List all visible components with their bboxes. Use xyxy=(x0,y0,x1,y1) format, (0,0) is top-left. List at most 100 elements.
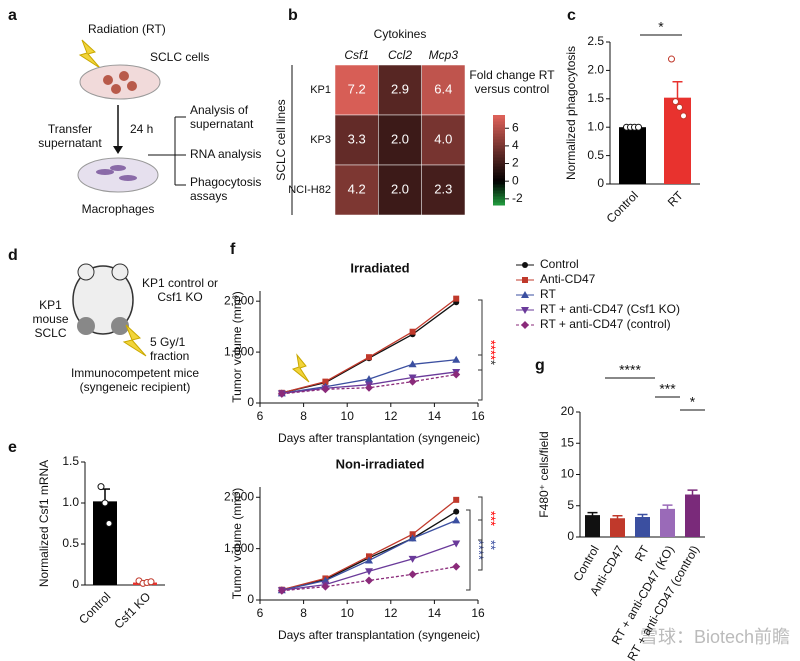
colorbar-step xyxy=(493,124,505,128)
y-tick-label: 1.5 xyxy=(587,91,604,105)
significance: *** xyxy=(659,381,676,397)
colorbar-step xyxy=(493,142,505,146)
colorbar-step xyxy=(493,184,505,188)
heat-cell xyxy=(378,114,422,166)
legend-label: Control xyxy=(540,257,579,271)
label: Phagocytosis assays xyxy=(190,175,262,203)
significance: **** xyxy=(472,540,487,560)
colorbar-step xyxy=(493,160,505,164)
marker xyxy=(521,321,529,329)
marker xyxy=(453,508,460,515)
colorbar-step xyxy=(493,133,505,137)
y-tick-label: 0 xyxy=(247,592,254,606)
x-tick-label: 8 xyxy=(300,606,307,620)
significance: *** xyxy=(484,511,499,526)
y-tick-label: 1.0 xyxy=(62,495,79,509)
cell-label: 3.3 xyxy=(348,131,366,146)
label: Immunocompetent mice (syngeneic recipien… xyxy=(70,366,200,394)
marker xyxy=(521,291,529,298)
significance-bracket xyxy=(478,354,483,371)
colorbar-step xyxy=(493,169,505,173)
legend-label: RT + anti-CD47 (Csf1 KO) xyxy=(540,302,680,316)
data-point xyxy=(672,98,679,106)
cell-label: 2.0 xyxy=(391,181,409,196)
label: KP1 control or Csf1 KO xyxy=(141,276,219,304)
lightning xyxy=(122,324,147,357)
significance-bracket xyxy=(466,509,471,591)
label: Macrophages xyxy=(82,202,155,216)
bar xyxy=(660,508,675,537)
cell-label: 2.9 xyxy=(391,81,409,96)
significance-bracket xyxy=(478,299,483,401)
mouse xyxy=(72,265,134,335)
column-label: Mcp3 xyxy=(429,48,459,62)
y-tick-label: 1,000 xyxy=(224,344,254,358)
bar xyxy=(610,518,625,537)
colorbar-step xyxy=(493,115,505,119)
y-axis-label: SCLC cell lines xyxy=(274,99,288,180)
cell-label: 4.2 xyxy=(348,181,366,196)
label: RNA analysis xyxy=(190,147,261,161)
marker xyxy=(452,370,461,379)
x-tick-label: 14 xyxy=(428,409,442,423)
significance: * xyxy=(484,360,499,365)
colorbar-step xyxy=(493,157,505,161)
heat-cell xyxy=(378,64,422,116)
macrophage xyxy=(96,169,114,175)
colorbar-step xyxy=(493,130,505,134)
colorbar-tick-label: 0 xyxy=(512,173,519,187)
heat-cell xyxy=(421,164,466,216)
tumor xyxy=(111,317,129,335)
marker xyxy=(409,328,416,335)
marker xyxy=(409,531,416,538)
cell-label: 2.0 xyxy=(391,131,409,146)
y-axis-label: Normalized phagocytosis xyxy=(564,46,578,180)
marker xyxy=(365,576,373,585)
x-tick-label: 12 xyxy=(384,606,398,620)
heat-cell xyxy=(421,64,466,116)
heat-cell xyxy=(334,114,379,166)
marker xyxy=(408,555,417,563)
chart-title: Non-irradiated xyxy=(336,456,425,471)
data-point xyxy=(97,483,105,491)
x-tick-label: Csf1 KO xyxy=(111,589,153,631)
marker xyxy=(453,496,460,503)
dish xyxy=(79,64,161,100)
y-tick-label: 2.0 xyxy=(587,63,604,77)
marker xyxy=(408,377,417,386)
legend-label: RT + anti-CD47 (control) xyxy=(540,317,671,331)
colorbar-step xyxy=(493,175,505,179)
panel-label: c xyxy=(567,7,576,24)
colorbar-step xyxy=(493,154,505,158)
marker xyxy=(322,378,329,385)
y-tick-label: 0.5 xyxy=(587,148,604,162)
lightning xyxy=(78,39,101,69)
colorbar-tick-label: -2 xyxy=(512,191,523,205)
panel-label: g xyxy=(535,357,545,374)
marker xyxy=(277,389,286,398)
x-axis-label: Days after transplantation (syngeneic) xyxy=(278,628,480,642)
x-tick-label: 10 xyxy=(341,409,355,423)
significance: * xyxy=(658,19,664,35)
row-label: KP1 xyxy=(310,84,331,96)
y-tick-label: 0 xyxy=(247,395,254,409)
label: 5 Gy/1 fraction xyxy=(150,335,190,363)
bar xyxy=(585,515,600,537)
macrophage xyxy=(119,175,137,181)
significance-bracket xyxy=(478,496,483,541)
y-tick-label: 0 xyxy=(597,176,604,190)
marker xyxy=(453,295,460,302)
colorbar-step xyxy=(493,172,505,176)
data-point xyxy=(676,103,683,111)
marker xyxy=(452,540,461,548)
x-axis-label: Days after transplantation (syngeneic) xyxy=(278,431,480,445)
colorbar-tick-label: 4 xyxy=(512,138,519,152)
cell xyxy=(103,75,113,85)
significance: **** xyxy=(484,340,499,360)
colorbar-step xyxy=(493,178,505,182)
colorbar-tick-label: 6 xyxy=(512,120,519,134)
data-point xyxy=(635,123,642,131)
marker xyxy=(408,360,417,368)
colorbar-step xyxy=(493,151,505,155)
